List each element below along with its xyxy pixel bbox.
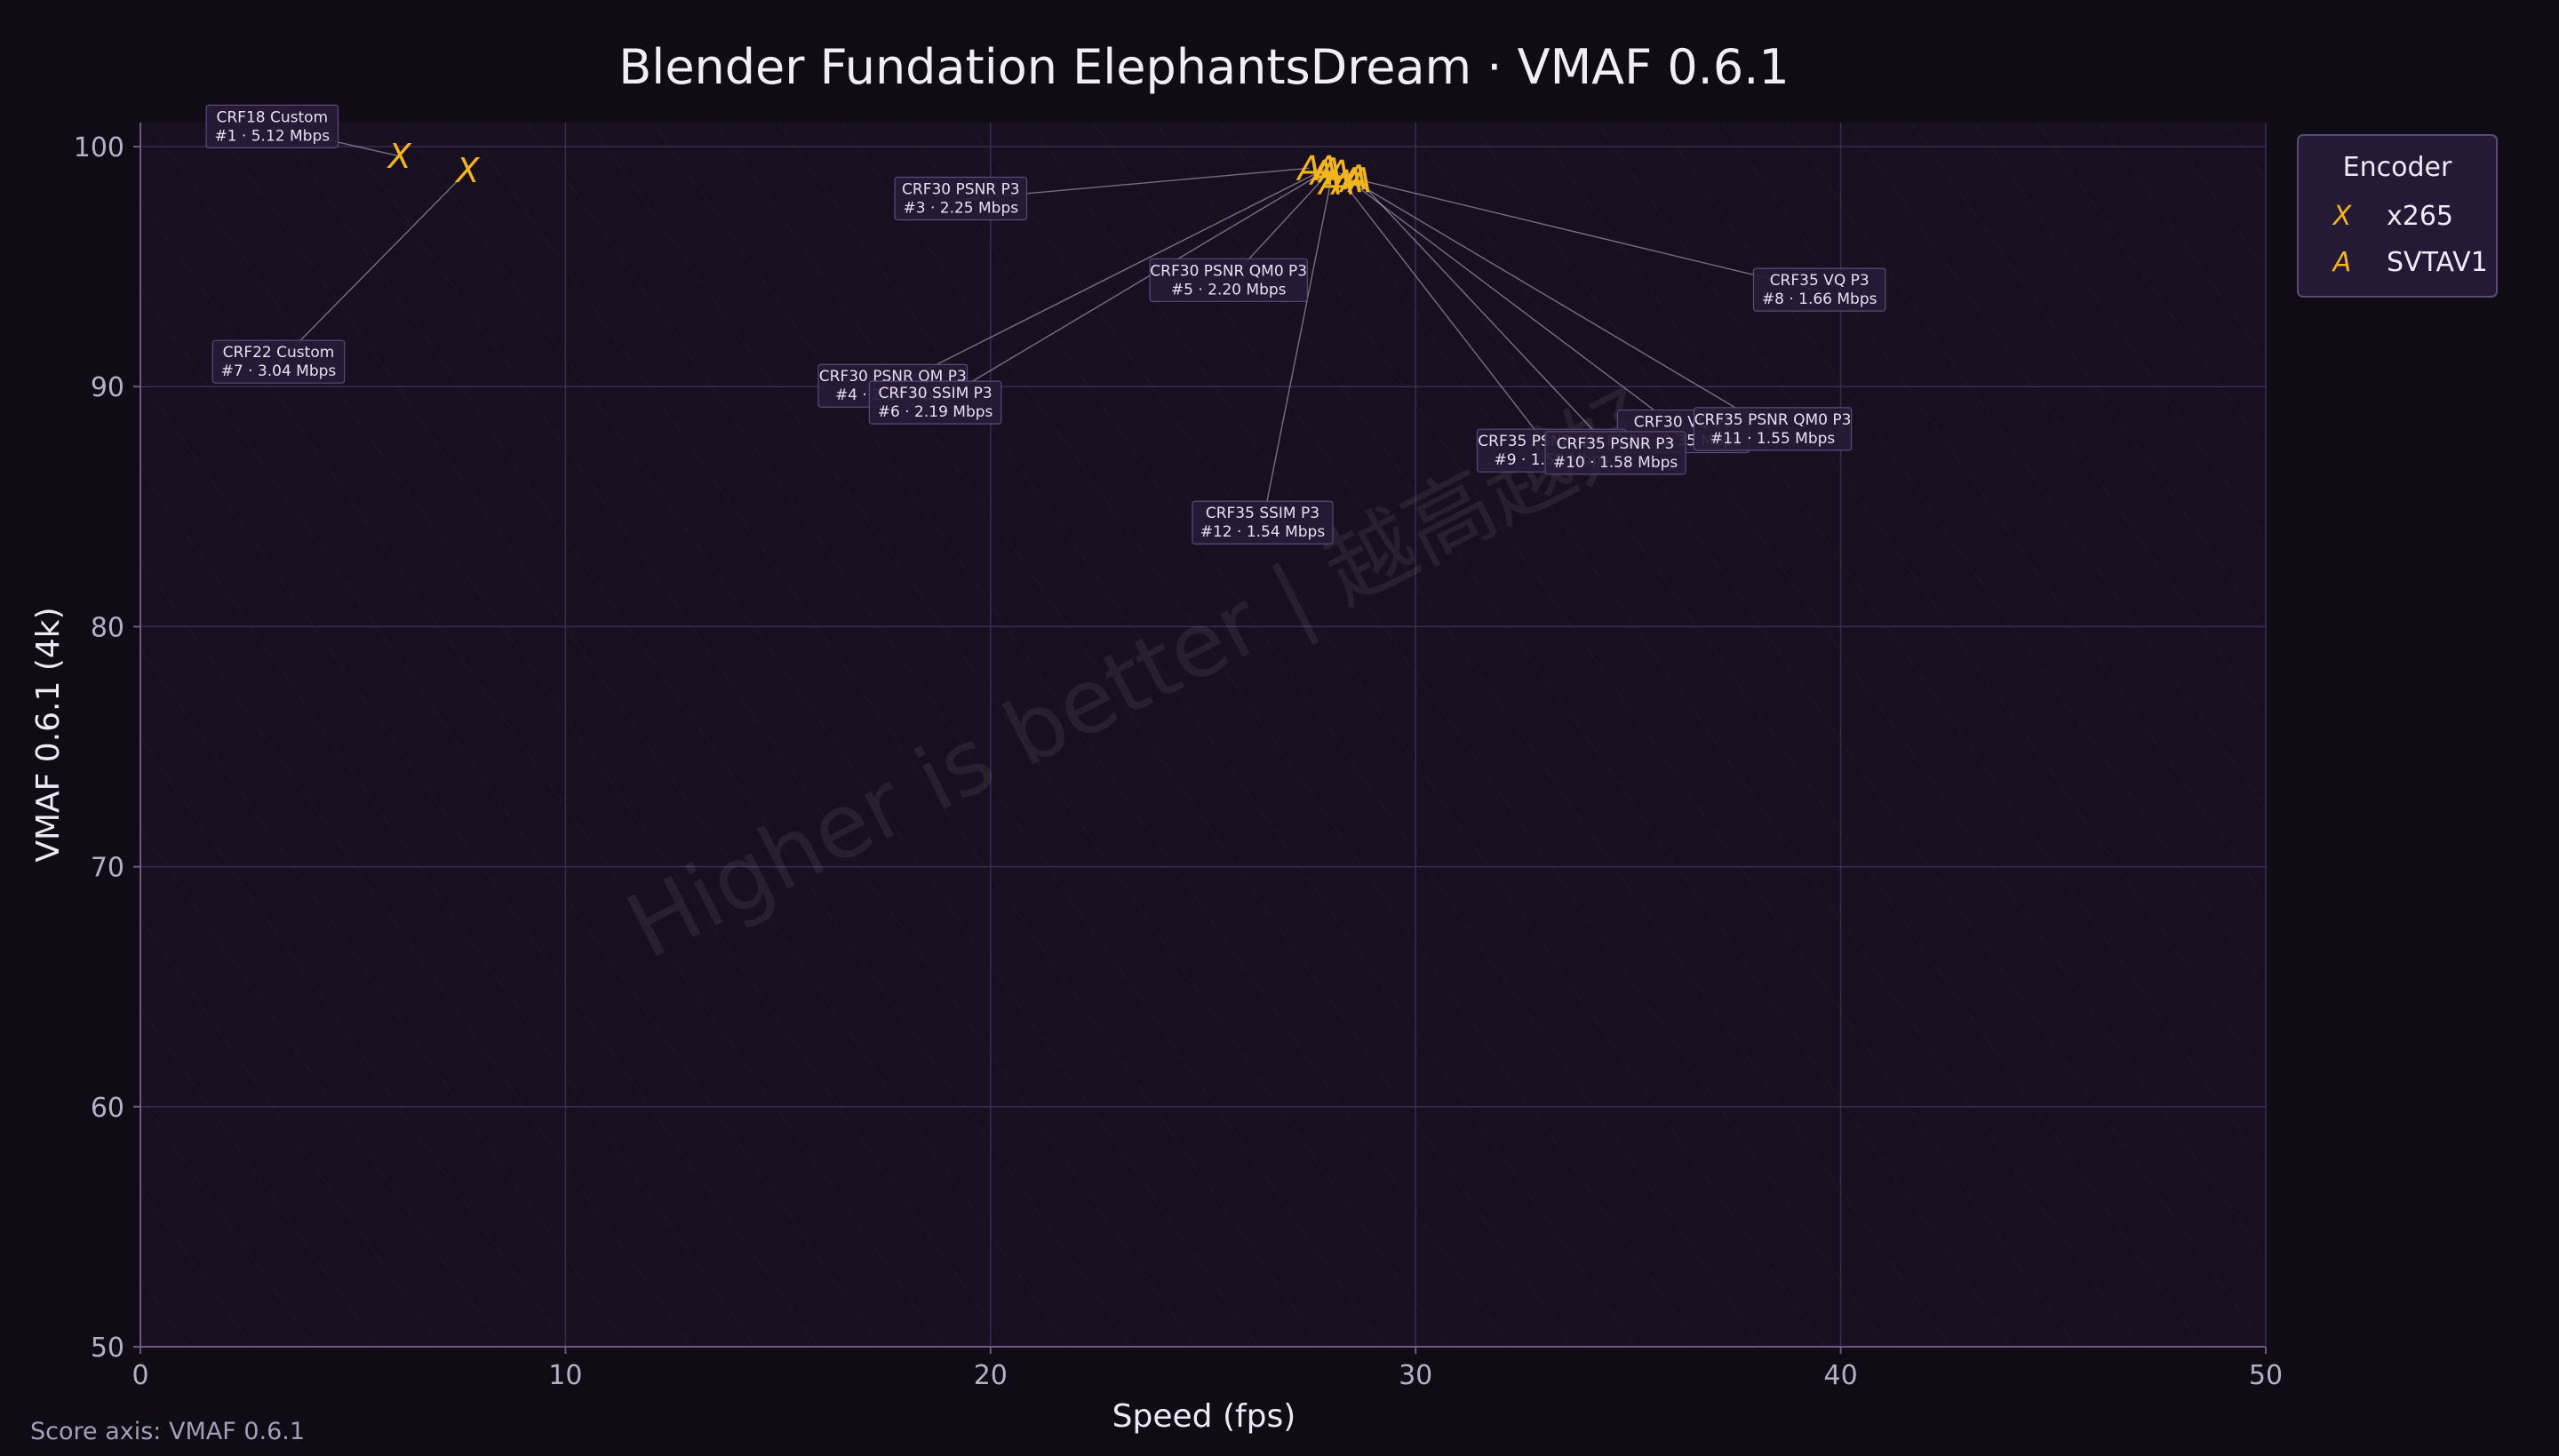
footer-note: Score axis: VMAF 0.6.1 xyxy=(30,1418,305,1445)
annotation-config: CRF35 SSIM P3 xyxy=(1206,505,1319,522)
legend-box xyxy=(2297,134,2498,298)
annotation-box xyxy=(1693,407,1853,451)
annotation-leader xyxy=(1343,182,1552,452)
annotation-box xyxy=(205,104,339,149)
x-ticks: 0 10 20 30 40 50 xyxy=(132,1347,2283,1391)
annotation-leader xyxy=(1262,182,1332,524)
legend-marker-svtav1: A xyxy=(2332,247,2352,278)
plot-hatch xyxy=(140,123,2266,1347)
annotation-label: CRF30 PSNR QM0 P3#5 · 2.20 Mbps xyxy=(1149,258,1308,302)
annotation-label: CRF35 PSNR QM0 P3#11 · 1.55 Mbps xyxy=(1693,407,1853,451)
y-tick-label: 60 xyxy=(91,1093,124,1124)
annotation-leader xyxy=(1359,179,1820,291)
data-point-svtav1: A xyxy=(1317,151,1343,190)
annotation-box xyxy=(1752,267,1886,312)
x-tick-label: 0 xyxy=(132,1360,148,1391)
annotation-bitrate: #12 · 1.54 Mbps xyxy=(1200,523,1326,541)
chart-title: Blender Fundation ElephantsDream · VMAF … xyxy=(618,39,1789,95)
annotation-leader xyxy=(277,170,468,363)
y-tick-label: 90 xyxy=(91,372,124,403)
annotation-leader xyxy=(892,167,1327,387)
annotation-config: CRF30 PSNR QM0 P3 xyxy=(1150,262,1307,280)
annotation-bitrate: #7 · 3.04 Mbps xyxy=(221,362,337,380)
annotation-leader xyxy=(1355,177,1616,455)
x-tick-label: 30 xyxy=(1399,1360,1432,1391)
annotation-leader xyxy=(935,172,1323,404)
x-tick-label: 20 xyxy=(974,1360,1008,1391)
annotation-bitrate: #3 · 2.25 Mbps xyxy=(903,199,1018,217)
y-tick-label: 70 xyxy=(91,853,124,884)
data-point-svtav1: A xyxy=(1295,148,1321,187)
y-tick-label: 50 xyxy=(91,1333,124,1364)
annotation-box xyxy=(894,176,1028,221)
legend-label-x265: x265 xyxy=(2387,201,2453,232)
data-point-svtav1: A xyxy=(1317,163,1343,203)
annotation-bitrate: #8 · 1.66 Mbps xyxy=(1762,290,1877,308)
data-point-svtav1: A xyxy=(1329,163,1355,203)
annotation-bitrate: #5 · 2.20 Mbps xyxy=(1171,281,1287,298)
annotation-config: CRF35 PSNR P3 xyxy=(1557,435,1675,453)
annotation-leader xyxy=(1338,172,1685,434)
annotation-bitrate: #11 · 1.55 Mbps xyxy=(1710,430,1836,448)
annotation-label: CRF30 SSIM P3#6 · 2.19 Mbps xyxy=(868,380,1002,425)
y-tick-label: 100 xyxy=(74,132,124,163)
annotation-box xyxy=(1544,431,1686,475)
y-axis-label: VMAF 0.6.1 (4k) xyxy=(30,607,67,862)
annotation-box xyxy=(868,380,1002,425)
data-point-svtav1: A xyxy=(1325,154,1351,193)
data-point-svtav1: A xyxy=(1308,154,1334,193)
annotation-label: CRF35 VQ P3#8 · 1.66 Mbps xyxy=(1752,267,1886,312)
x-tick-label: 50 xyxy=(2249,1360,2283,1391)
annotation-label: CRF22 Custom#7 · 3.04 Mbps xyxy=(211,339,346,384)
annotation-label: CRF35 PSNR P3#10 · 1.58 Mbps xyxy=(1544,431,1686,475)
legend-title: Encoder xyxy=(2343,152,2452,183)
annotation-leader xyxy=(1351,179,1774,431)
legend-marker-x265: X xyxy=(2332,201,2353,232)
annotation-config: CRF18 Custom xyxy=(216,108,328,126)
annotation-bitrate: #6 · 2.19 Mbps xyxy=(878,403,993,421)
data-point-svtav1: A xyxy=(1346,161,1372,200)
y-ticks: 50 60 70 80 90 100 xyxy=(74,132,140,1364)
x-axis-label: Speed (fps) xyxy=(1112,1398,1296,1435)
y-tick-label: 80 xyxy=(91,612,124,643)
annotation-config: CRF30 PSNR P3 xyxy=(902,180,1020,198)
annotation-box xyxy=(211,339,346,384)
annotation-box xyxy=(1149,258,1308,302)
data-point-svtav1: A xyxy=(1312,148,1338,187)
legend-label-svtav1: SVTAV1 xyxy=(2387,247,2488,278)
annotation-bitrate: #1 · 5.12 Mbps xyxy=(214,127,330,145)
legend: Encoder X x265 A SVTAV1 xyxy=(2297,134,2498,298)
annotation-config: CRF35 PSNR QM0 P3 xyxy=(1694,411,1852,429)
annotation-bitrate: #10 · 1.58 Mbps xyxy=(1553,454,1678,472)
annotation-label: CRF18 Custom#1 · 5.12 Mbps xyxy=(205,104,339,149)
annotation-box xyxy=(1192,500,1334,545)
annotation-label: CRF35 SSIM P3#12 · 1.54 Mbps xyxy=(1192,500,1334,545)
annotations: CRF18 Custom#1 · 5.12 Mbps CRF22 Custom#7… xyxy=(205,104,1886,545)
data-point-svtav1: A xyxy=(1337,161,1363,200)
data-point-x265: X xyxy=(454,151,480,190)
annotation-config: CRF30 SSIM P3 xyxy=(878,385,992,402)
data-point-svtav1: A xyxy=(1342,158,1367,197)
annotation-config: CRF22 Custom xyxy=(223,344,335,362)
x-tick-label: 10 xyxy=(548,1360,582,1391)
x-tick-label: 40 xyxy=(1824,1360,1858,1391)
axes xyxy=(140,123,2266,1348)
annotation-config: CRF35 VQ P3 xyxy=(1770,272,1869,290)
annotation-label: CRF30 PSNR P3#3 · 2.25 Mbps xyxy=(894,176,1028,221)
data-point-x265: X xyxy=(387,137,412,176)
